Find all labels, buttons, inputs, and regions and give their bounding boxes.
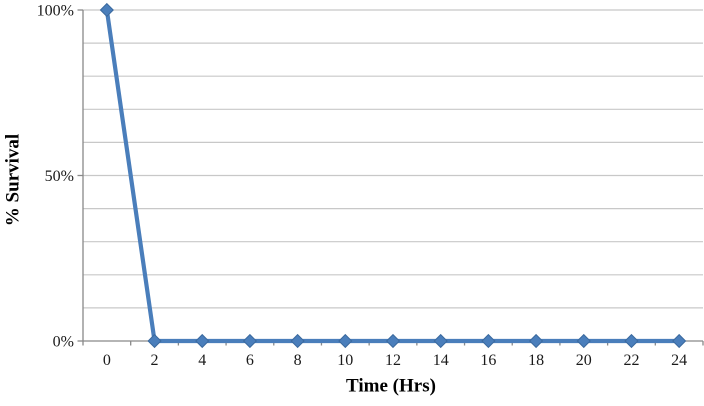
data-point-marker <box>576 333 591 349</box>
data-point-marker <box>338 333 353 349</box>
data-point-marker <box>385 333 401 349</box>
x-axis-title: Time (Hrs) <box>346 375 436 397</box>
data-point-marker <box>147 333 162 349</box>
x-tick-label: 12 <box>385 352 401 369</box>
y-tick-label: 0% <box>53 334 74 351</box>
x-tick-label: 18 <box>528 352 544 369</box>
data-point-marker <box>242 333 258 349</box>
x-tick-label: 14 <box>433 352 449 369</box>
y-tick-label: 100% <box>37 3 74 20</box>
x-tick-label: 0 <box>103 352 111 369</box>
x-tick-label: 24 <box>671 352 687 369</box>
x-tick-label: 4 <box>198 352 206 369</box>
x-tick-label: 22 <box>623 352 639 369</box>
y-axis-title: % Survival <box>2 133 24 227</box>
x-tick-label: 10 <box>337 352 353 369</box>
data-point-marker <box>99 2 114 18</box>
x-tick-label: 2 <box>151 352 159 369</box>
data-point-marker <box>672 333 687 349</box>
data-point-marker <box>290 333 305 349</box>
data-point-marker <box>528 333 544 349</box>
y-tick-label: 50% <box>45 168 74 185</box>
data-point-marker <box>624 333 639 349</box>
x-tick-label: 8 <box>294 352 302 369</box>
data-point-marker <box>481 333 496 349</box>
x-tick-label: 6 <box>246 352 254 369</box>
data-point-marker <box>195 333 210 349</box>
x-tick-label: 20 <box>576 352 592 369</box>
x-tick-label: 16 <box>480 352 496 369</box>
data-point-marker <box>433 333 448 349</box>
